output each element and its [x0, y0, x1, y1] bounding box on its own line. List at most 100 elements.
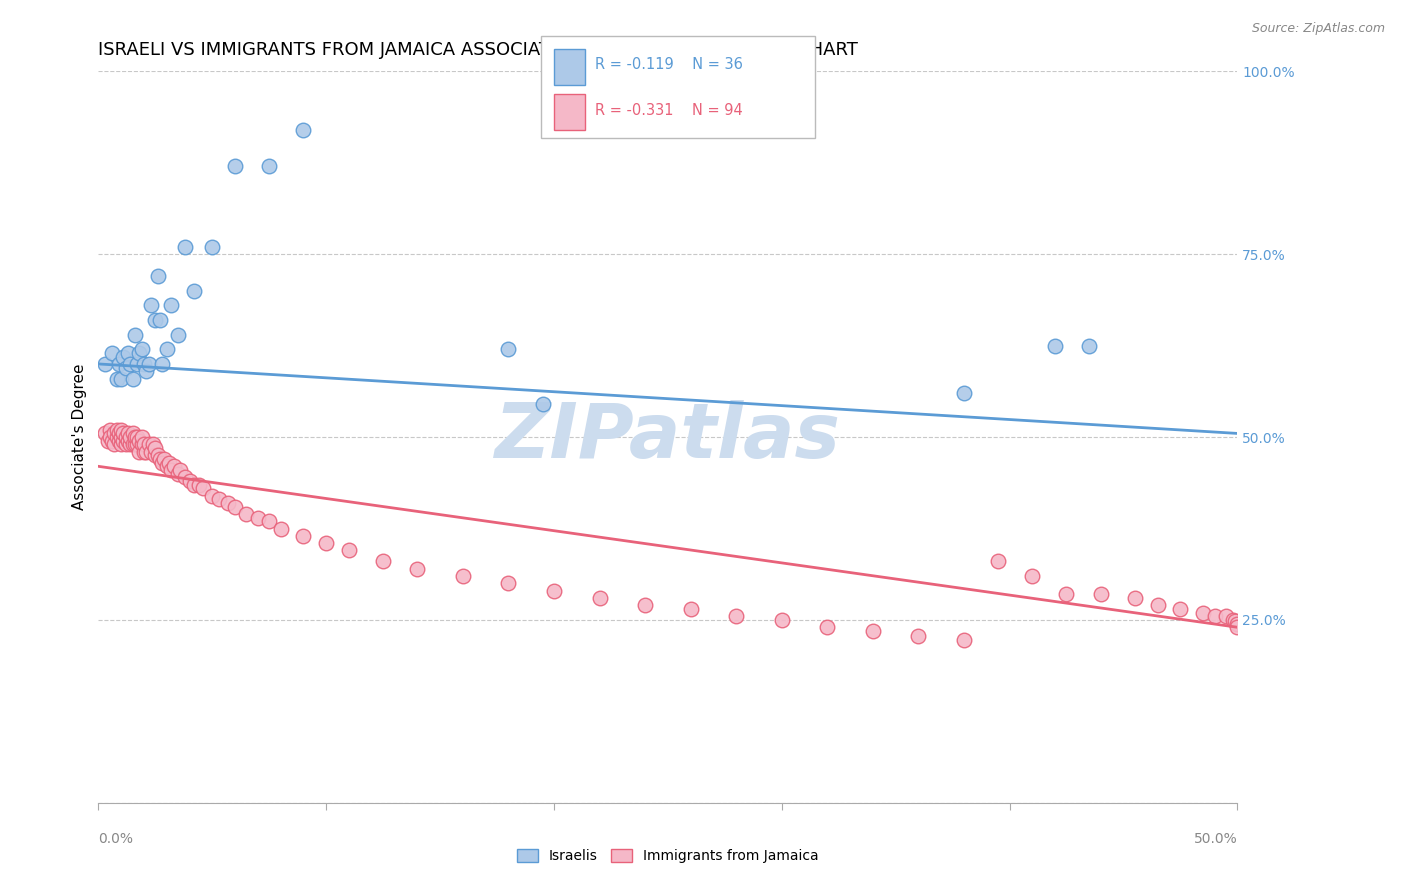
Point	[815, 620, 838, 634]
Point	[139, 444, 162, 458]
Point	[135, 364, 157, 378]
Point	[156, 343, 179, 357]
Point	[259, 160, 281, 174]
Point	[337, 543, 360, 558]
Point	[150, 456, 173, 470]
Point	[292, 123, 315, 137]
Point	[953, 633, 976, 648]
Point	[208, 492, 231, 507]
Text: ZIPatlas: ZIPatlas	[495, 401, 841, 474]
Point	[862, 624, 884, 638]
Point	[1192, 606, 1215, 620]
Point	[183, 284, 205, 298]
Point	[193, 481, 215, 495]
Point	[371, 554, 394, 568]
Point	[132, 444, 155, 458]
Point	[145, 441, 167, 455]
Point	[110, 437, 132, 451]
Point	[167, 327, 190, 342]
Point	[1078, 338, 1101, 352]
Point	[153, 452, 176, 467]
Point	[112, 426, 135, 441]
Point	[224, 160, 246, 174]
Point	[138, 357, 160, 371]
Text: 50.0%: 50.0%	[1194, 832, 1237, 846]
Point	[174, 470, 197, 484]
Point	[531, 397, 554, 411]
Point	[907, 629, 929, 643]
Point	[498, 576, 520, 591]
Point	[117, 426, 139, 441]
Point	[131, 343, 153, 357]
Point	[145, 448, 167, 462]
Point	[1226, 620, 1249, 634]
Point	[174, 240, 197, 254]
Point	[96, 434, 118, 448]
Point	[98, 423, 121, 437]
Point	[150, 357, 173, 371]
Point	[124, 430, 146, 444]
Point	[588, 591, 610, 605]
Point	[103, 426, 125, 441]
Point	[179, 474, 201, 488]
Point	[149, 313, 172, 327]
Point	[108, 357, 131, 371]
Point	[110, 430, 132, 444]
Point	[117, 434, 139, 448]
Point	[270, 521, 292, 535]
Point	[1215, 609, 1237, 624]
Point	[103, 437, 125, 451]
Text: ISRAELI VS IMMIGRANTS FROM JAMAICA ASSOCIATE'S DEGREE CORRELATION CHART: ISRAELI VS IMMIGRANTS FROM JAMAICA ASSOC…	[98, 41, 858, 59]
Point	[105, 423, 128, 437]
Point	[259, 514, 281, 528]
Text: 0.0%: 0.0%	[98, 832, 134, 846]
Point	[451, 569, 474, 583]
Point	[135, 444, 157, 458]
Point	[128, 444, 150, 458]
Point	[124, 327, 146, 342]
Point	[149, 452, 172, 467]
Point	[987, 554, 1010, 568]
Point	[406, 562, 429, 576]
Point	[112, 350, 135, 364]
Point	[162, 459, 184, 474]
Point	[1222, 613, 1244, 627]
Point	[1043, 338, 1066, 352]
Point	[105, 371, 128, 385]
Point	[187, 477, 209, 491]
Point	[131, 437, 153, 451]
Point	[112, 434, 135, 448]
Point	[1170, 602, 1192, 616]
Point	[132, 437, 155, 451]
Point	[167, 467, 190, 481]
Point	[1223, 615, 1246, 629]
Point	[120, 430, 142, 444]
Point	[128, 434, 150, 448]
Text: R = -0.331    N = 94: R = -0.331 N = 94	[595, 103, 742, 118]
Point	[634, 599, 657, 613]
Point	[121, 371, 143, 385]
Point	[725, 609, 748, 624]
Point	[128, 346, 150, 360]
Point	[114, 437, 136, 451]
Point	[120, 357, 142, 371]
Point	[679, 602, 702, 616]
Point	[235, 507, 257, 521]
Point	[498, 343, 520, 357]
Point	[224, 500, 246, 514]
Point	[1204, 609, 1226, 624]
Point	[1021, 569, 1043, 583]
Point	[246, 510, 269, 524]
Point	[770, 613, 793, 627]
Point	[160, 298, 183, 312]
Point	[142, 437, 165, 451]
Point	[101, 346, 124, 360]
Point	[108, 426, 131, 441]
Point	[127, 437, 149, 451]
Point	[139, 298, 162, 312]
Legend: Israelis, Immigrants from Jamaica: Israelis, Immigrants from Jamaica	[512, 844, 824, 869]
Point	[127, 357, 149, 371]
Point	[132, 357, 155, 371]
Point	[1226, 616, 1249, 631]
Point	[121, 437, 143, 451]
